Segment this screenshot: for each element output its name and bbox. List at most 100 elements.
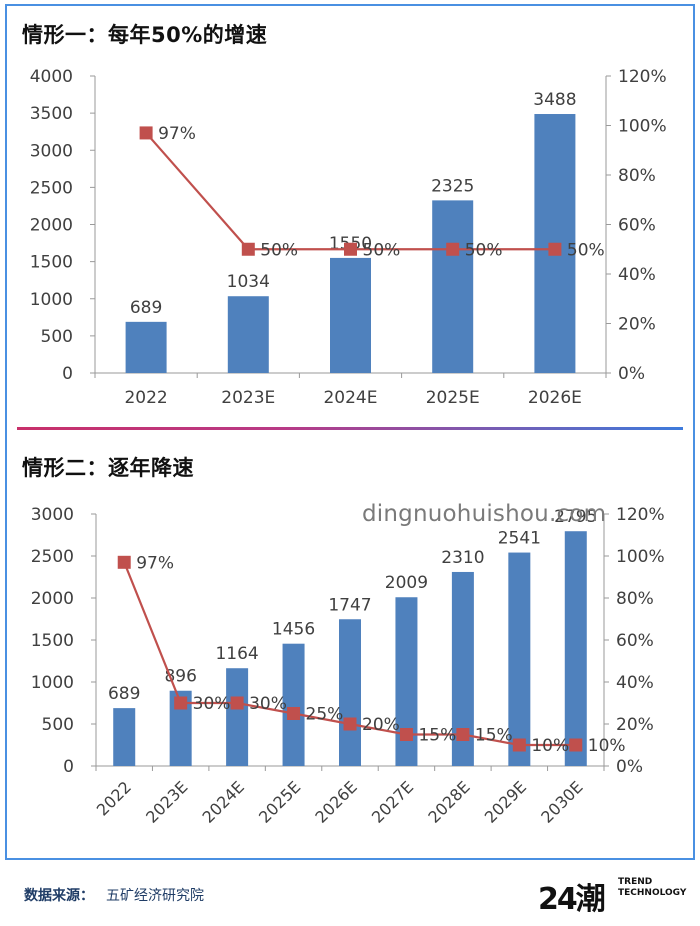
- x-tick-label: 2024E: [199, 777, 248, 826]
- growth-rate-label: 15%: [418, 726, 456, 746]
- y2-tick-label: 60%: [616, 631, 654, 651]
- growth-rate-label: 50%: [260, 240, 298, 260]
- growth-rate-marker: [174, 696, 188, 710]
- y2-tick-label: 120%: [618, 67, 667, 87]
- bar-value-label: 1034: [227, 272, 270, 292]
- bar: [125, 321, 167, 373]
- y2-tick-label: 20%: [616, 715, 654, 735]
- brand-logo-line-1: TREND: [618, 877, 653, 887]
- y2-tick-label: 40%: [616, 673, 654, 693]
- y-tick-label: 3000: [31, 505, 74, 525]
- y2-tick-label: 20%: [618, 315, 656, 335]
- x-tick-label: 2025E: [426, 388, 480, 408]
- growth-rate-marker: [230, 696, 244, 710]
- y2-tick-label: 80%: [616, 589, 654, 609]
- y2-tick-label: 0%: [618, 364, 645, 384]
- bar: [226, 668, 249, 766]
- section-divider: [17, 427, 683, 430]
- bar: [508, 552, 531, 766]
- y2-tick-label: 0%: [616, 757, 643, 777]
- x-tick-label: 2029E: [481, 777, 530, 826]
- bar: [339, 619, 361, 766]
- y-tick-label: 1000: [31, 673, 74, 693]
- growth-rate-label: 50%: [363, 240, 401, 260]
- x-tick-label: 2023E: [221, 388, 275, 408]
- y-tick-label: 500: [42, 715, 74, 735]
- chart-2: 0 500 1000 1500 2000 2500 3000 0% 20% 40% 60% 80% 10…: [31, 505, 665, 827]
- growth-rate-marker: [399, 728, 413, 741]
- growth-rate-label: 20%: [362, 715, 400, 735]
- bar: [432, 200, 474, 373]
- y-tick-label: 2000: [30, 216, 73, 236]
- bar: [564, 531, 587, 766]
- growth-rate-label: 97%: [136, 553, 174, 573]
- growth-rate-label: 30%: [249, 694, 287, 714]
- watermark-text: dingnuohuishou.com: [362, 501, 607, 527]
- bar: [330, 257, 371, 373]
- brand-logo-text: TREND TECHNOLOGY: [618, 877, 686, 899]
- y-tick-label: 0: [62, 364, 73, 384]
- growth-rate-label: 97%: [158, 124, 196, 144]
- y-tick-label: 4000: [30, 67, 73, 87]
- bar-value-label: 2310: [441, 548, 484, 568]
- bar-value-label: 689: [108, 684, 140, 704]
- growth-rate-marker: [569, 738, 583, 752]
- bar: [227, 296, 269, 373]
- growth-rate-marker: [343, 717, 357, 731]
- y2-tick-label: 120%: [616, 505, 665, 525]
- x-tick-label: 2025E: [255, 777, 304, 826]
- y2-tick-label: 100%: [616, 547, 665, 567]
- growth-rate-marker: [344, 242, 357, 256]
- bar: [169, 690, 192, 766]
- bar-value-label: 1164: [215, 644, 258, 664]
- y-tick-label: 2000: [31, 589, 74, 609]
- growth-rate-marker: [139, 126, 153, 140]
- growth-rate-label: 15%: [475, 726, 513, 746]
- bar-value-label: 689: [130, 298, 162, 318]
- growth-rate-marker: [456, 728, 470, 741]
- x-tick-label: 2024E: [323, 388, 377, 408]
- growth-rate-marker: [446, 242, 460, 256]
- growth-rate-marker: [117, 555, 131, 569]
- bar: [282, 643, 305, 766]
- growth-rate-marker: [512, 738, 526, 752]
- y2-tick-label: 40%: [618, 265, 656, 285]
- source-label: 数据来源：: [24, 888, 94, 904]
- chart-frame: [5, 4, 695, 860]
- bar-value-label: 2009: [385, 573, 428, 593]
- growth-rate-label: 25%: [306, 705, 344, 725]
- source-text: 五矿经济研究院: [106, 888, 204, 904]
- x-tick-label: 2030E: [537, 777, 586, 826]
- growth-rate-label: 10%: [588, 736, 626, 756]
- growth-rate-marker: [241, 242, 255, 256]
- growth-rate-label: 50%: [465, 240, 503, 260]
- x-tick-label: 2026E: [528, 388, 582, 408]
- brand-logo-line-2: TECHNOLOGY: [618, 888, 687, 898]
- y-tick-label: 500: [41, 327, 73, 347]
- bar-value-label: 3488: [533, 90, 576, 110]
- y-tick-label: 2500: [31, 547, 74, 567]
- bar: [451, 571, 474, 766]
- y-tick-label: 1500: [30, 253, 73, 273]
- growth-rate-label: 50%: [567, 240, 605, 260]
- growth-rate-label: 30%: [193, 694, 231, 714]
- growth-rate-line: [145, 132, 555, 251]
- y-tick-label: 1500: [31, 631, 74, 651]
- growth-rate-label: 10%: [531, 736, 569, 756]
- x-tick-label: 2026E: [311, 777, 360, 826]
- x-tick-label: 2023E: [142, 777, 191, 826]
- y-tick-label: 3500: [30, 104, 73, 124]
- brand-logo: 24潮: [538, 882, 606, 917]
- x-tick-label: 2027E: [368, 777, 417, 826]
- chart-1-heading: 情形一：每年50%的增速: [22, 23, 268, 47]
- y2-tick-label: 80%: [618, 166, 656, 186]
- y-tick-label: 3000: [30, 141, 73, 161]
- bar: [395, 597, 418, 766]
- growth-rate-marker: [287, 707, 301, 720]
- x-tick-label: 2022: [124, 388, 167, 408]
- y-tick-label: 1000: [30, 290, 73, 310]
- y2-tick-label: 60%: [618, 216, 656, 236]
- y2-tick-label: 100%: [618, 117, 667, 137]
- x-tick-label: 2022: [93, 777, 135, 819]
- growth-rate-marker: [548, 242, 562, 256]
